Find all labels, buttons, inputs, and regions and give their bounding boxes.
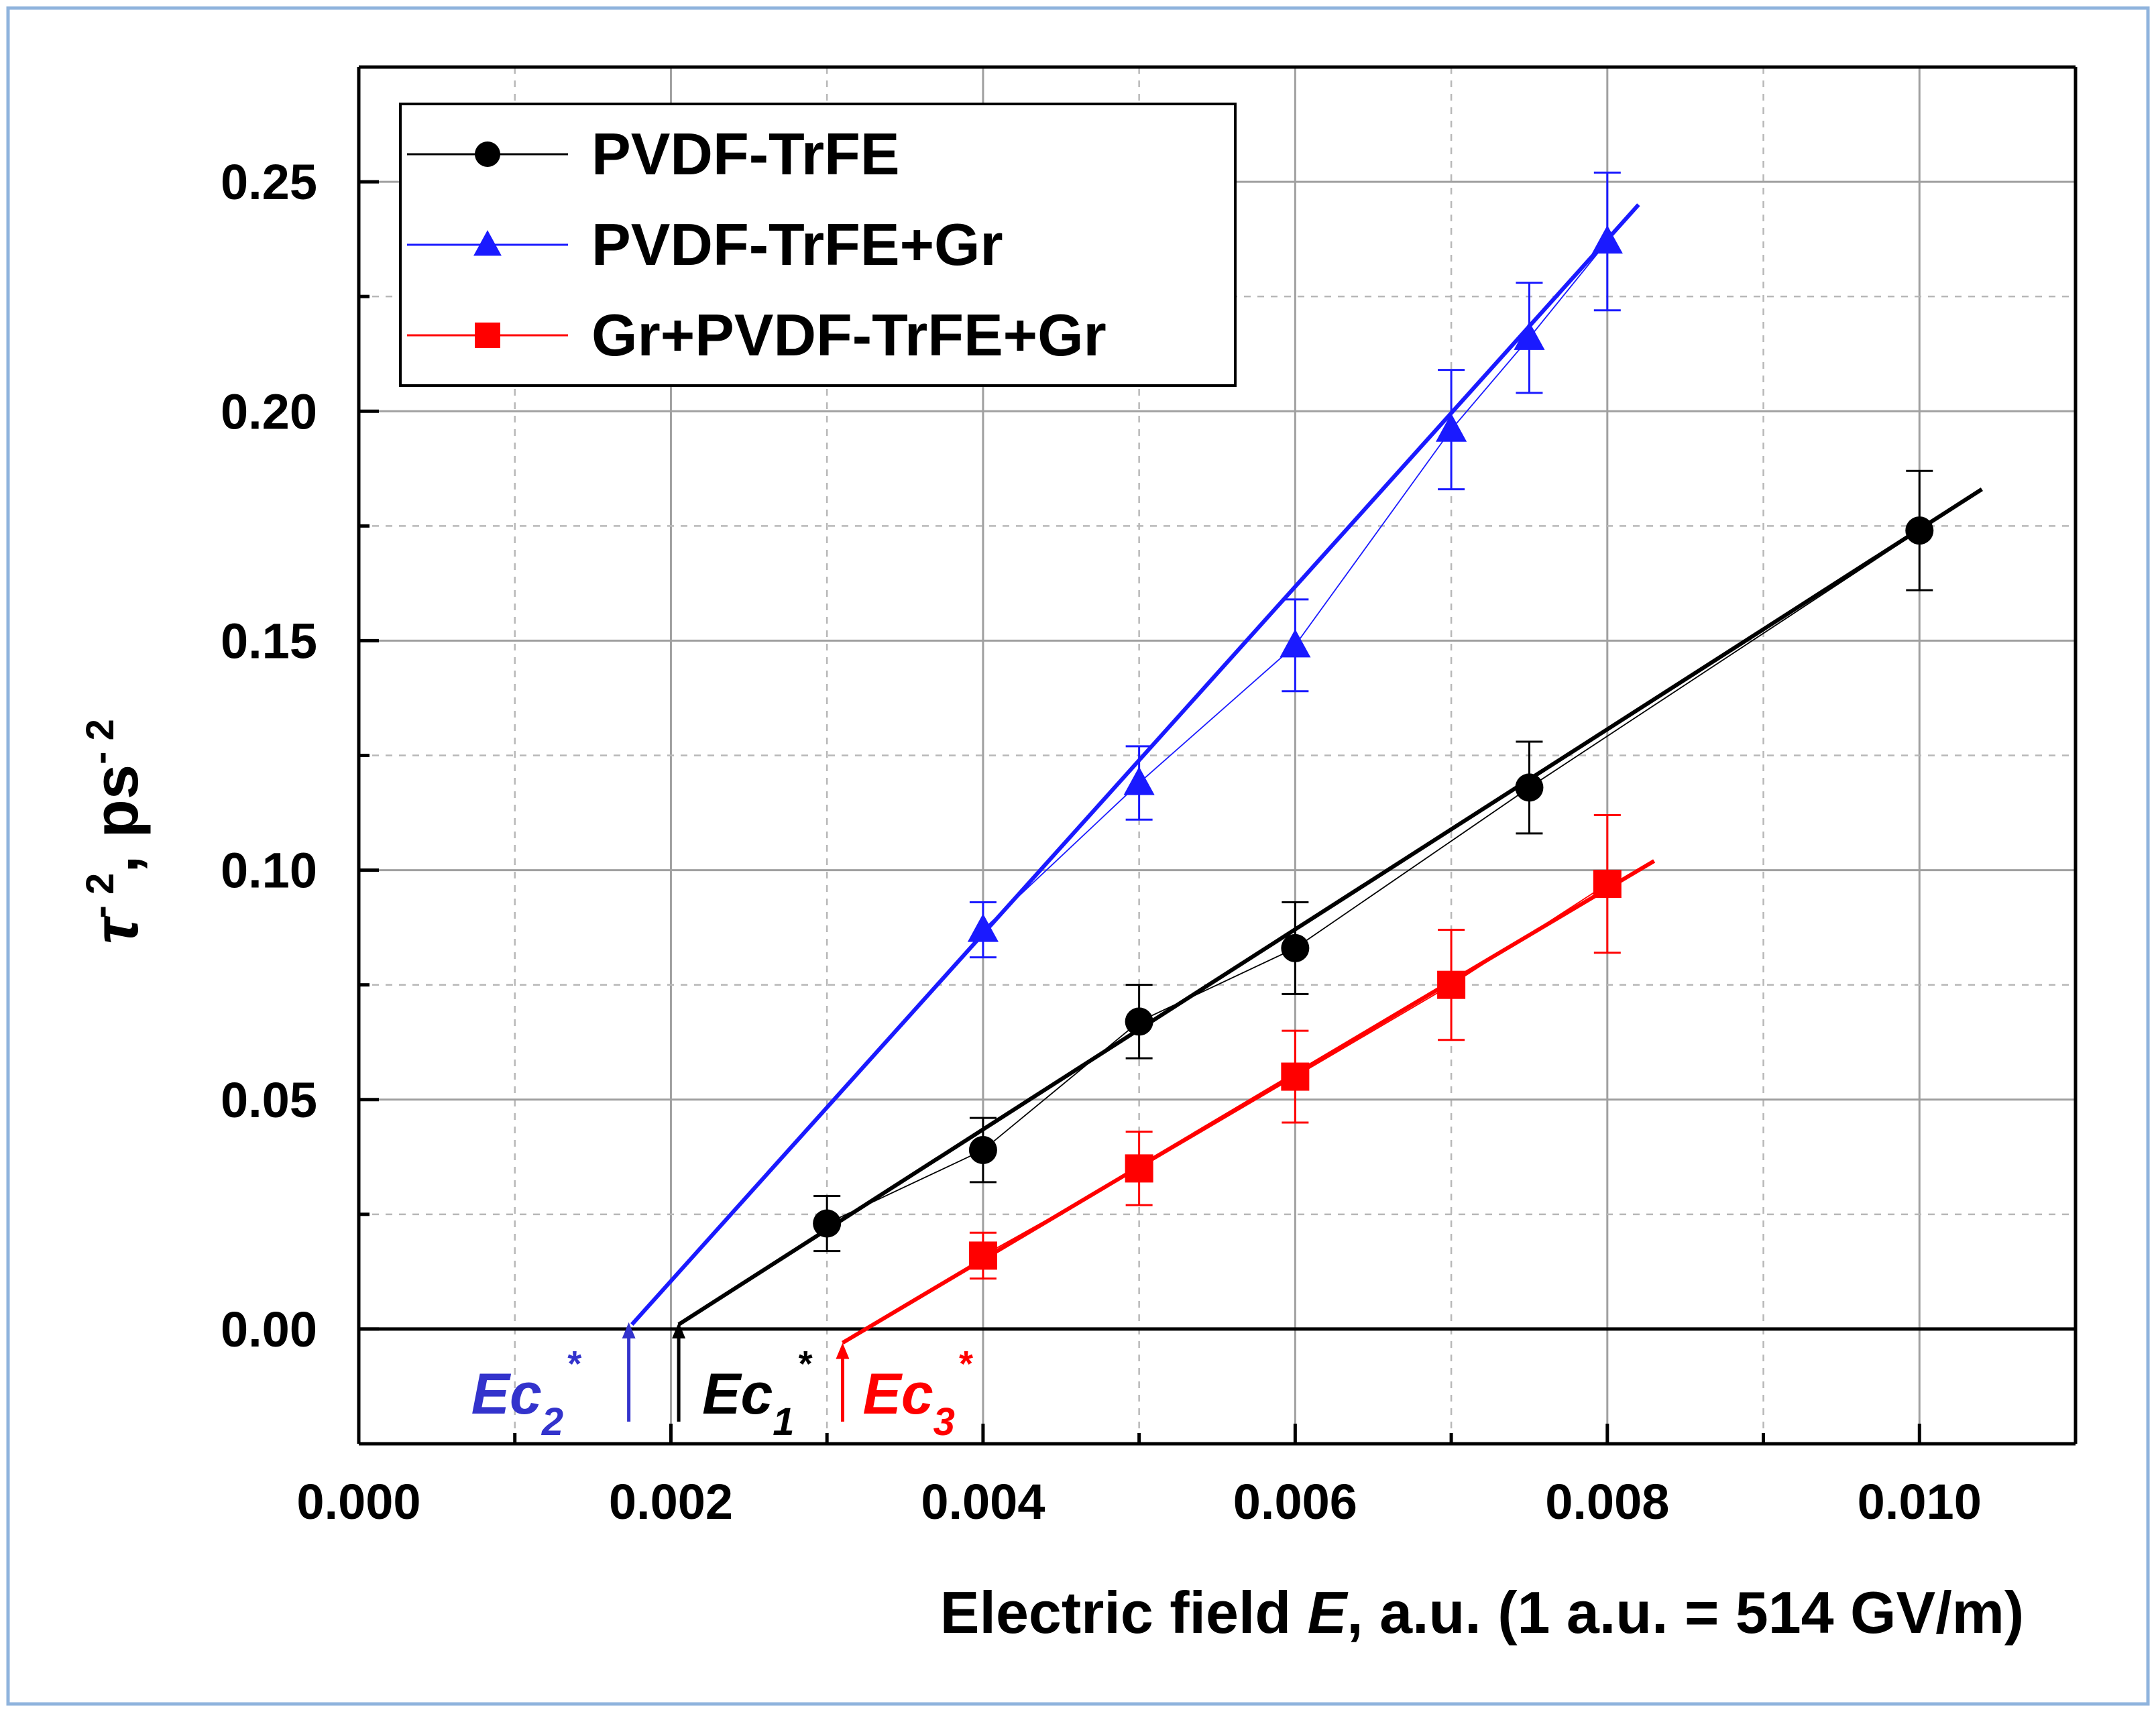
tick-labels: 0.000 0.002 0.004 0.006 0.008 0.010 0.00 0.05 0.… (221, 154, 1982, 1530)
x-tick-label: 0.002 (609, 1474, 733, 1530)
data-point (1125, 1007, 1153, 1036)
y-tick-label: 0.10 (221, 843, 317, 899)
legend: PVDF-TrFE PVDF-TrFE+Gr Gr+PVDF-TrFE+Gr (399, 103, 1237, 387)
data-point (1280, 629, 1311, 658)
ec-arrow-head (672, 1322, 686, 1338)
data-point (1593, 870, 1622, 899)
ec-label: Ec3* (862, 1344, 973, 1444)
x-tick-label: 0.000 (296, 1474, 420, 1530)
data-point (967, 913, 999, 942)
data-point (1437, 970, 1466, 999)
y-tick-label: 0.00 (221, 1302, 317, 1357)
data-point (1125, 1154, 1153, 1183)
connect-line-series-1 (982, 241, 1608, 931)
y-tick-label: 0.20 (221, 384, 317, 439)
x-tick-label: 0.010 (1858, 1474, 1982, 1530)
data-point (1515, 773, 1544, 802)
legend-marker (473, 230, 502, 256)
y-tick-label: 0.15 (221, 613, 317, 669)
fit-line-series-1 (630, 203, 1640, 1326)
legend-marker (475, 141, 500, 167)
data-point (1591, 225, 1623, 254)
y-axis-title: τ- 2, ps- 2 (78, 719, 151, 944)
y-tick-label: 0.05 (221, 1072, 317, 1128)
ec-label: Ec1* (702, 1344, 813, 1444)
data-point (1281, 1062, 1310, 1091)
ec-arrow-head (836, 1343, 850, 1359)
data-point (1514, 321, 1545, 350)
data-point (1905, 516, 1934, 545)
data-point (1123, 766, 1155, 795)
x-tick-label: 0.006 (1233, 1474, 1357, 1530)
data-point (813, 1209, 842, 1238)
ec-annotations: Ec2* Ec1* Ec3* (471, 1322, 974, 1444)
data-point (968, 1241, 997, 1270)
ticks (357, 180, 1921, 1444)
data-point (968, 1136, 997, 1165)
connect-line-series-0 (826, 530, 1920, 1224)
data-points (813, 171, 1934, 1280)
x-tick-label: 0.004 (921, 1474, 1045, 1530)
data-point (1281, 933, 1310, 962)
data-point (1435, 413, 1467, 442)
legend-marker (475, 323, 500, 348)
legend-label: PVDF-TrFE (591, 121, 900, 187)
ec-arrow-head (622, 1322, 636, 1338)
x-tick-label: 0.008 (1545, 1474, 1669, 1530)
legend-label: PVDF-TrFE+Gr (591, 211, 1003, 278)
legend-label: Gr+PVDF-TrFE+Gr (591, 302, 1107, 368)
y-tick-label: 0.25 (221, 154, 317, 210)
x-axis-title: Electric field E, a.u. (1 a.u. = 514 GV/… (940, 1579, 2024, 1646)
fit-line-series-0 (677, 488, 1983, 1326)
ec-label: Ec2* (471, 1344, 582, 1444)
